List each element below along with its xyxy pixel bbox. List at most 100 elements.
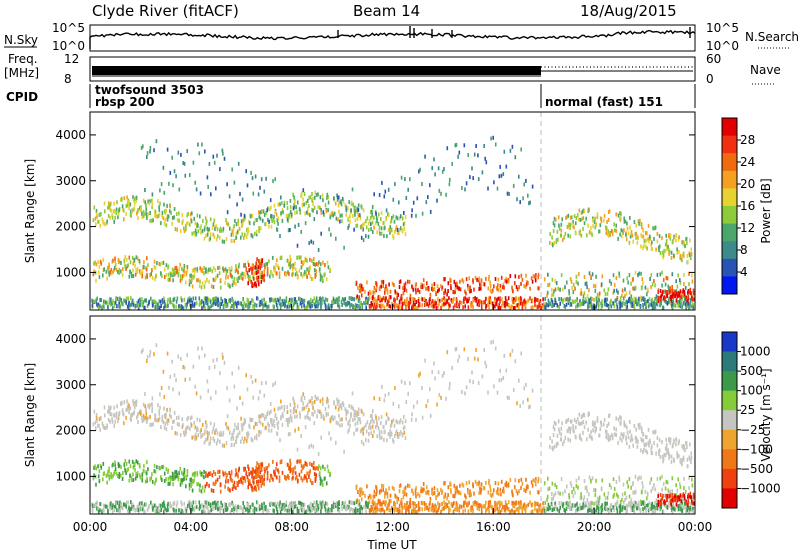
velocity-cell (313, 461, 315, 465)
power-cell (455, 287, 457, 291)
velocity-cell (205, 500, 207, 504)
power-cell (260, 275, 262, 279)
velocity-cell (466, 385, 468, 389)
power-cell (584, 275, 586, 279)
velocity-cell (215, 390, 217, 394)
power-cell (430, 210, 432, 214)
velocity-cell (236, 509, 238, 513)
power-cell (137, 216, 139, 220)
velocity-cell (217, 431, 219, 435)
power-cell (669, 286, 671, 290)
velocity-cell (256, 508, 258, 512)
power-cell (685, 297, 687, 301)
power-cell (116, 304, 118, 308)
power-cell (602, 274, 604, 278)
power-cell (489, 281, 491, 285)
power-cell (525, 274, 527, 278)
power-cell (187, 212, 189, 216)
power-cell (465, 291, 467, 295)
power-cell (300, 230, 302, 234)
velocity-cell (219, 440, 221, 444)
power-cell (370, 222, 372, 226)
velocity-cell (327, 397, 329, 401)
power-cell (172, 278, 174, 282)
power-cell (576, 298, 578, 302)
power-cell (693, 298, 695, 302)
power-cell (381, 226, 383, 230)
power-colorbar-swatch (722, 206, 737, 224)
power-cell (518, 297, 520, 301)
velocity-cell (327, 465, 329, 469)
power-cell (217, 303, 219, 307)
power-cell (675, 239, 677, 243)
power-cell (256, 284, 258, 288)
velocity-cell (273, 509, 275, 513)
velocity-cell (168, 469, 170, 473)
velocity-cell (326, 481, 328, 485)
power-cell (220, 286, 222, 290)
power-cell (520, 282, 522, 286)
power-cell (549, 302, 551, 306)
power-cell (544, 297, 546, 301)
velocity-cell (178, 416, 180, 420)
velocity-cell (521, 501, 523, 505)
power-cell (160, 300, 162, 304)
velocity-cell (207, 379, 209, 383)
velocity-cell (417, 400, 419, 404)
power-cell (140, 271, 142, 275)
velocity-cell (260, 479, 262, 483)
power-cell (411, 284, 413, 288)
power-cell (144, 212, 146, 216)
velocity-cell (247, 431, 249, 435)
power-cell (367, 216, 369, 220)
velocity-cell (311, 463, 313, 467)
velocity-cell (383, 438, 385, 442)
power-cell (597, 293, 599, 297)
velocity-cell (149, 354, 151, 358)
power-cell (493, 180, 495, 184)
power-cell (350, 209, 352, 213)
power-cell (258, 229, 260, 233)
power-cell (304, 299, 306, 303)
power-cell (288, 272, 290, 276)
velocity-cell (247, 435, 249, 439)
power-cell (411, 214, 413, 218)
power-colorbar-tick-label: 4 (740, 265, 748, 279)
power-cell (525, 304, 527, 308)
velocity-cell (189, 427, 191, 431)
power-cell (251, 271, 253, 275)
power-cell (373, 216, 375, 220)
velocity-cell (291, 502, 293, 506)
power-cell (317, 205, 319, 209)
power-cell (381, 304, 383, 308)
velocity-cell (282, 414, 284, 418)
velocity-cell (422, 501, 424, 505)
power-cell (291, 298, 293, 302)
velocity-cell (325, 501, 327, 505)
velocity-cell (399, 504, 401, 508)
velocity-cell (276, 417, 278, 421)
power-cell (114, 216, 116, 220)
power-cell (259, 262, 261, 266)
power-cell (610, 299, 612, 303)
velocity-cell (227, 508, 229, 512)
velocity-cell (174, 501, 176, 505)
power-cell (337, 218, 339, 222)
power-cell (561, 217, 563, 221)
freq-tick-bottom: 8 (64, 72, 72, 86)
velocity-cell (370, 420, 372, 424)
velocity-cell (303, 507, 305, 511)
velocity-cell (203, 470, 205, 474)
power-cell (362, 228, 364, 232)
power-cell (355, 306, 357, 310)
velocity-cell (474, 500, 476, 504)
power-cell (577, 213, 579, 217)
velocity-cell (353, 432, 355, 436)
power-cell (522, 305, 524, 309)
power-cell (156, 261, 158, 265)
power-cell (252, 234, 254, 238)
power-cell (449, 178, 451, 182)
power-cell (573, 283, 575, 287)
power-cell (598, 298, 600, 302)
power-cell (591, 297, 593, 301)
